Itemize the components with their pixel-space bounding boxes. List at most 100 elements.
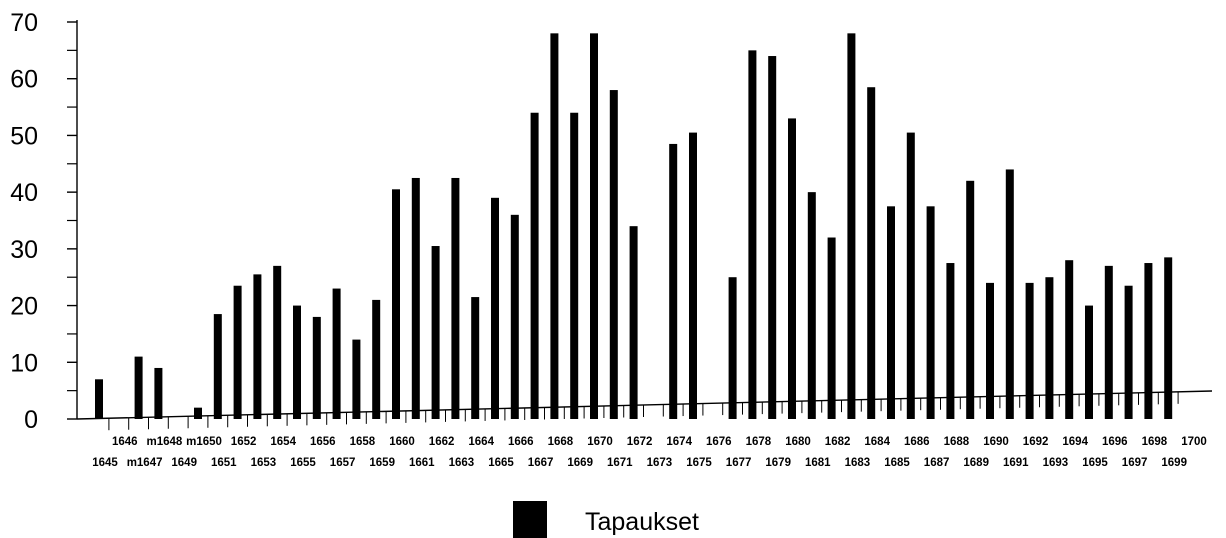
x-tick-label: 1690 (983, 436, 1009, 448)
x-tick-label: 1680 (785, 436, 811, 448)
x-tick-label: 1686 (904, 436, 930, 448)
x-tick-label: 1692 (1023, 436, 1049, 448)
bar-1665 (491, 197, 499, 419)
bar-1661 (411, 177, 420, 419)
x-tick-label: 1697 (1122, 457, 1148, 469)
x-tick-label: 1657 (330, 457, 356, 469)
x-tick-label: 1649 (171, 457, 197, 469)
x-tick-label: 1695 (1082, 457, 1108, 469)
bar-1668 (550, 33, 559, 419)
x-tick-label: m1650 (186, 436, 222, 448)
x-tick-label: 1656 (310, 436, 336, 448)
x-tick-label: 1646 (112, 436, 138, 448)
y-tick-label: 30 (10, 236, 38, 264)
bar-1692 (1025, 282, 1034, 419)
y-axis-tick-labels: 0 10 20 30 40 50 60 70 (10, 9, 38, 434)
bar-1689 (966, 180, 975, 419)
bar-series-tapaukset (95, 33, 1173, 420)
bar-1658 (352, 339, 361, 419)
x-tick-label: m1648 (146, 436, 182, 448)
y-tick-label: 20 (10, 293, 38, 321)
bar-1653 (253, 274, 262, 419)
bar-1674 (669, 143, 678, 419)
x-tick-label: 1664 (468, 436, 494, 448)
x-tick-label: 1669 (567, 457, 593, 469)
x-tick-label: 1670 (587, 436, 613, 448)
bar-1696 (1104, 265, 1113, 419)
bar-m1647 (134, 356, 143, 419)
bar-1656 (312, 316, 321, 419)
x-axis-line (76, 390, 1213, 420)
x-tick-label: 1673 (647, 457, 673, 469)
x-tick-label: 1671 (607, 457, 633, 469)
x-tick-label: 1675 (686, 457, 712, 469)
x-tick-label: 1676 (706, 436, 732, 448)
x-tick-label: 1683 (845, 457, 871, 469)
bar-1654 (273, 265, 282, 419)
bar-1695 (1085, 305, 1093, 419)
x-axis-tick-labels: 1645 1646 m1647 m1648 1649 m1650 1651 1652 1653 1… (92, 436, 1207, 469)
x-tick-label: 1655 (290, 457, 316, 469)
x-tick-label: 1679 (765, 457, 791, 469)
x-tick-label: 1665 (488, 457, 514, 469)
bar-1693 (1045, 277, 1054, 419)
x-tick-label: 1661 (409, 457, 435, 469)
legend: Tapaukset (513, 501, 699, 538)
bar-1697 (1124, 285, 1133, 419)
x-tick-label: 1684 (864, 436, 890, 448)
bar-1685 (887, 206, 895, 419)
bar-1664 (471, 297, 480, 419)
x-tick-label: 1694 (1062, 436, 1088, 448)
bar-1670 (590, 33, 598, 419)
y-tick-label: 60 (10, 66, 38, 94)
x-tick-label: 1672 (627, 436, 653, 448)
bar-1669 (570, 112, 579, 419)
y-tick-label: 10 (10, 349, 38, 377)
bar-1679 (768, 56, 777, 420)
x-tick-label: 1681 (805, 457, 831, 469)
bar-1667 (530, 112, 539, 419)
bar-1682 (827, 237, 836, 419)
y-tick-label: 40 (10, 179, 38, 207)
x-tick-label: 1700 (1181, 436, 1207, 448)
bar-1663 (451, 177, 460, 419)
bar-1666 (510, 214, 519, 419)
bar-1688 (946, 263, 955, 419)
bar-1691 (1005, 169, 1014, 419)
legend-swatch (513, 501, 547, 538)
x-tick-label: 1691 (1003, 457, 1029, 469)
bar-1684 (867, 87, 876, 419)
x-tick-label: 1685 (884, 457, 910, 469)
legend-label: Tapaukset (585, 508, 699, 536)
bar-1645 (95, 379, 103, 419)
y-tick-label: 50 (10, 122, 38, 150)
bar-1699 (1164, 257, 1173, 419)
bar-1672 (629, 226, 638, 419)
bar-1678 (748, 50, 757, 419)
bar-1681 (807, 192, 816, 419)
bar-1675 (689, 132, 697, 420)
x-tick-label: 1666 (508, 436, 534, 448)
x-tick-label: 1698 (1142, 436, 1168, 448)
x-tick-label: 1667 (528, 457, 554, 469)
x-tick-label: m1647 (127, 457, 163, 469)
x-tick-label: 1662 (429, 436, 455, 448)
x-tick-label: 1678 (746, 436, 772, 448)
x-tick-label: 1645 (92, 457, 118, 469)
x-tick-label: 1668 (548, 436, 574, 448)
bar-m1648 (154, 367, 163, 419)
x-tick-label: 1659 (369, 457, 395, 469)
x-tick-label: 1696 (1102, 436, 1128, 448)
bar-1683 (847, 33, 856, 419)
x-axis-ticks (108, 391, 1179, 431)
x-tick-label: 1688 (944, 436, 970, 448)
y-axis-ticks (67, 21, 77, 420)
bar-1690 (986, 282, 994, 419)
bar-1655 (293, 305, 301, 419)
x-tick-label: 1689 (963, 457, 989, 469)
x-tick-label: 1674 (666, 436, 692, 448)
bar-1677 (728, 277, 737, 419)
x-tick-label: 1677 (726, 457, 752, 469)
bar-1671 (609, 90, 618, 420)
